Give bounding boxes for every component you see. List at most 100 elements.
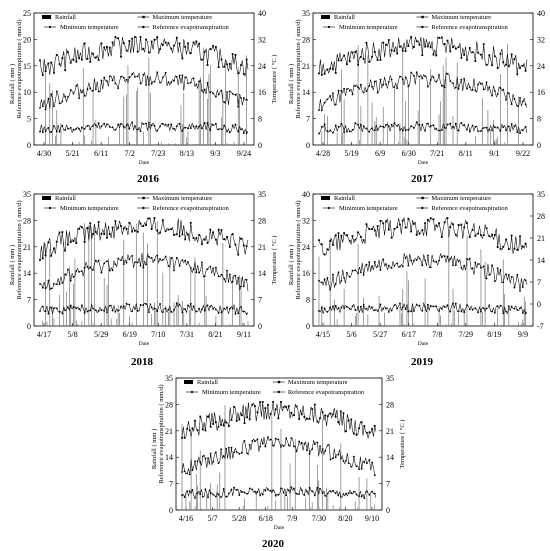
tmax-series-marker [324, 414, 327, 417]
tmax-series-marker [432, 53, 435, 56]
tmin-series-marker [159, 258, 161, 260]
tmax-series-marker [418, 44, 421, 46]
tmin-series-marker [346, 271, 348, 274]
tmin-series-marker [164, 71, 167, 74]
tmin-series-marker [452, 82, 454, 85]
tmax-series-marker [150, 228, 153, 230]
et-series-marker [145, 303, 147, 305]
legend-et-label: Reference evapotranspiration [152, 24, 229, 31]
tmax-series-marker [256, 411, 259, 414]
tmin-series-marker [429, 79, 432, 81]
tmin-series-marker [359, 83, 362, 86]
tmin-series-marker [245, 98, 248, 101]
x-tick-label: 6/17 [402, 330, 416, 339]
x-tick-label: 9/11 [237, 330, 251, 339]
tmax-series-marker [354, 238, 357, 241]
tmin-series-marker [410, 71, 413, 74]
legend-et-marker [142, 25, 145, 29]
et-series-marker [323, 307, 326, 310]
tmax-series-marker [285, 406, 288, 408]
tmax-series-marker [153, 38, 156, 41]
legend-tmax-marker [421, 15, 424, 19]
et-series-marker [449, 310, 452, 313]
tmax-series-marker [159, 231, 161, 234]
tmax-series-marker [396, 52, 399, 55]
x-tick-label: 8/13 [180, 149, 194, 158]
et-series-marker [435, 305, 438, 308]
tmin-series-marker [313, 443, 316, 446]
tmin-series-marker [318, 279, 320, 282]
et-series-marker [379, 125, 382, 128]
et-series-marker [201, 495, 204, 498]
et-series-marker [387, 125, 390, 128]
et-series-marker [373, 492, 376, 495]
tmax-series-marker [313, 403, 316, 406]
tmax-series-marker [201, 428, 204, 431]
et-series-marker [368, 305, 371, 308]
legend-tmin-marker [327, 25, 331, 29]
tmin-series-marker [334, 103, 337, 106]
et-series-marker [513, 125, 516, 128]
tmin-series-marker [120, 75, 122, 78]
legend-rainfall-label: Rainfall [55, 14, 76, 21]
tmin-series-marker [226, 91, 228, 93]
tmax-series-marker [435, 54, 438, 57]
et-series-marker [97, 122, 100, 125]
et-series-marker [332, 131, 334, 134]
tmax-series-marker [217, 425, 220, 428]
et-series-marker [209, 492, 212, 495]
left-tick-label: 0 [27, 141, 31, 150]
et-series-marker [295, 492, 298, 495]
tmax-series-marker [471, 229, 474, 231]
tmin-series-marker [507, 92, 510, 95]
et-series-marker [245, 132, 248, 134]
tmin-series-marker [272, 444, 275, 447]
tmax-series-marker [209, 48, 212, 50]
et-series-marker [346, 130, 348, 133]
et-series-marker [399, 128, 401, 131]
tmax-series-marker [452, 46, 454, 49]
tmin-series-marker [78, 270, 80, 273]
tmax-series-marker [505, 63, 507, 66]
et-series-marker [261, 493, 264, 496]
y-axis-title-et: Reference evapotranspiration ( mm/d) [158, 384, 165, 483]
left-tick-label: 21 [165, 427, 173, 436]
et-series-marker [521, 129, 524, 132]
tmax-series-marker [446, 217, 449, 219]
et-series-marker [243, 491, 246, 494]
tmin-series-marker [516, 104, 519, 107]
tmax-series-marker [199, 415, 202, 418]
et-series-marker [415, 303, 418, 306]
tmin-series-marker [337, 271, 340, 274]
tmin-series-marker [368, 84, 371, 87]
tmin-series-marker [41, 286, 44, 289]
tmax-series-marker [407, 217, 410, 220]
tmin-series-marker [334, 456, 337, 459]
tmax-series-marker [435, 224, 438, 227]
x-tick-label: 6/19 [123, 330, 137, 339]
tmax-series-marker [385, 43, 387, 46]
tmin-series-marker [117, 87, 120, 90]
et-series [181, 486, 377, 500]
tmax-series-marker [240, 414, 243, 417]
et-series-marker [505, 129, 507, 132]
tmax-series-marker [385, 220, 387, 223]
tmax-series-marker [463, 53, 466, 56]
et-series-marker [390, 123, 393, 126]
tmin-series-marker [343, 277, 346, 279]
tmax-series-marker [64, 249, 67, 252]
et-series-marker [206, 122, 209, 124]
tmax-series-marker [136, 50, 139, 53]
tmax-series-marker [196, 429, 199, 432]
tmax-series-marker [421, 54, 424, 56]
et-series-marker [188, 490, 191, 493]
tmax-series-marker [191, 427, 194, 430]
tmin-series-marker [212, 92, 215, 95]
et-series-marker [337, 125, 340, 128]
y-axis-title-temperature: Temperature ( °C ) [271, 236, 278, 285]
tmax-series-marker [246, 416, 249, 419]
et-series-marker [251, 488, 254, 491]
et-series-marker [426, 122, 429, 125]
x-tick-label: 7/30 [312, 514, 326, 523]
tmax-series-marker [429, 46, 432, 49]
